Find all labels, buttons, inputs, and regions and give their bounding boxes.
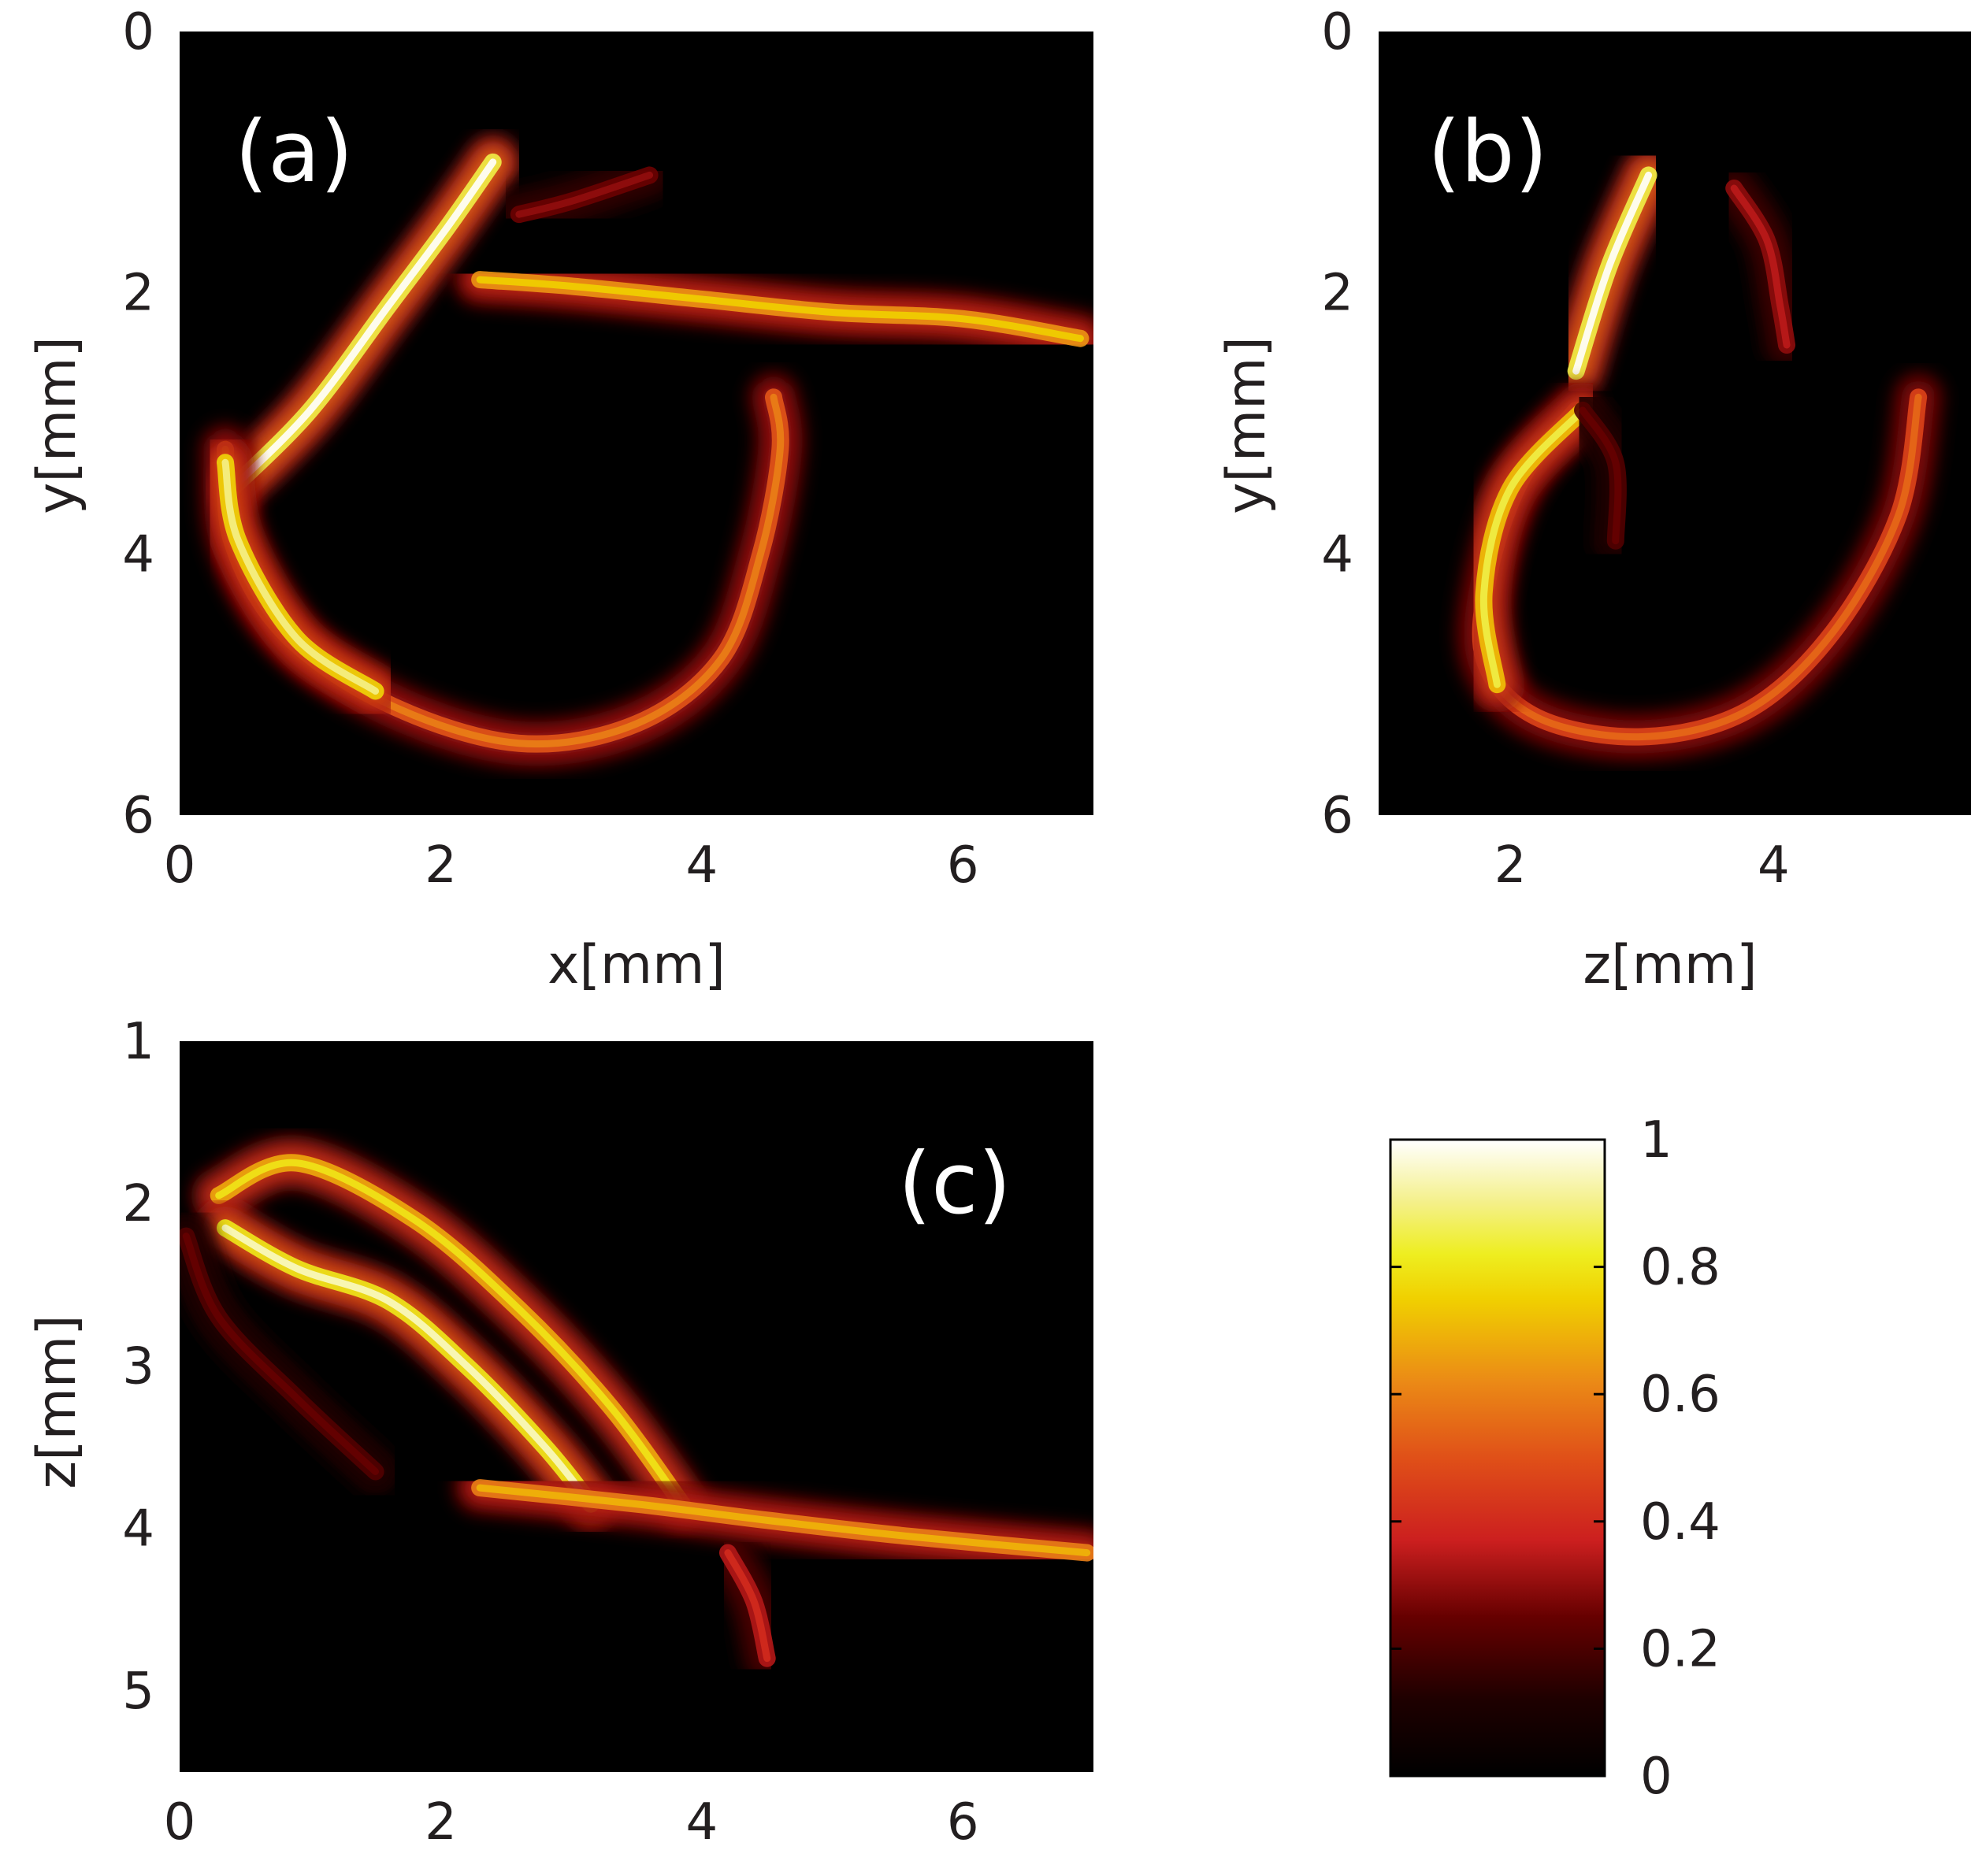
- colorbar-tick-label: 1: [1640, 1111, 1672, 1170]
- panel-b-ytick-label: 2: [1321, 265, 1353, 323]
- panel-a-structure-4: [491, 147, 677, 243]
- colorbar-tick-label: 0.8: [1640, 1239, 1721, 1297]
- panel-c-ylabel: z[mm]: [26, 1314, 88, 1489]
- panel-a-label: (a): [235, 103, 353, 202]
- panel-c-xtick-label: 6: [947, 1793, 979, 1852]
- colorbar-gradient: [1389, 1138, 1606, 1778]
- panel-b-xtick-label: 2: [1494, 836, 1527, 895]
- colorbar: 0 0.2 0.4 0.6 0.8 1: [1389, 1111, 1721, 1806]
- panel-c-structure-3: [180, 1208, 403, 1500]
- panel-c-structure-4: [700, 1525, 795, 1686]
- colorbar-tick-label: 0: [1640, 1748, 1672, 1806]
- panel-a-xtick-label: 4: [685, 836, 718, 895]
- panel-c: (c) 0 2 4 6 1 2 3 4 5 z[mm]: [26, 1013, 1093, 1852]
- panel-c-xtick-label: 4: [685, 1793, 718, 1852]
- panel-a-ytick-label: 0: [122, 3, 154, 61]
- panel-b-structure-0: [1548, 147, 1676, 399]
- panel-b-structure-4: [1555, 382, 1646, 569]
- panel-a-structure-2: [198, 435, 403, 719]
- panel-c-xtick-label: 2: [425, 1793, 457, 1852]
- panel-c-xtick-label: 0: [164, 1793, 196, 1852]
- panel-b-image: [1453, 147, 1947, 765]
- panel-b-label: (b): [1427, 103, 1548, 202]
- panel-a-xtick-label: 0: [164, 836, 196, 895]
- colorbar-ticks: 0 0.2 0.4 0.6 0.8 1: [1390, 1111, 1721, 1806]
- colorbar-tick-label: 0.6: [1640, 1366, 1721, 1424]
- panel-a-structure-3: [452, 252, 1093, 366]
- panel-b-xtick-label: 4: [1758, 836, 1790, 895]
- panel-c-image: [180, 1135, 1093, 1686]
- panel-b-ticks: 2 4 0 2 4 6: [1321, 3, 1789, 895]
- panel-a-image: [197, 134, 1093, 772]
- panel-b: (b) 2 4 0 2 4 6 z[mm] y[mm]: [1216, 3, 1971, 996]
- panel-c-label: (c): [898, 1135, 1012, 1233]
- panel-a-ytick-label: 2: [122, 265, 154, 323]
- panel-a-xtick-label: 6: [947, 836, 979, 895]
- panel-b-ylabel: y[mm]: [1216, 336, 1278, 514]
- panel-a-xtick-label: 2: [425, 836, 457, 895]
- panel-b-xlabel: z[mm]: [1583, 934, 1757, 996]
- panel-b-ytick-label: 6: [1321, 787, 1353, 845]
- panel-b-ytick-label: 4: [1321, 525, 1353, 584]
- panel-c-ytick-label: 1: [122, 1013, 154, 1071]
- colorbar-tick-label: 0.2: [1640, 1620, 1721, 1678]
- panel-b-structure-3: [1706, 161, 1815, 373]
- panel-a-ytick-label: 6: [122, 787, 154, 845]
- colorbar-tick-label: 0.4: [1640, 1493, 1721, 1552]
- panel-a-xlabel: x[mm]: [548, 934, 726, 996]
- panel-c-structure-2: [452, 1460, 1093, 1581]
- panel-b-ytick-label: 0: [1321, 3, 1353, 61]
- panel-c-ytick-label: 5: [122, 1663, 154, 1721]
- panel-a-ytick-label: 4: [122, 525, 154, 584]
- panel-c-structure-0: [191, 1135, 710, 1532]
- panel-a-ylabel: y[mm]: [26, 336, 88, 514]
- panel-c-ytick-label: 2: [122, 1175, 154, 1233]
- panel-c-ytick-label: 3: [122, 1337, 154, 1396]
- panel-a-structure-0: [204, 134, 521, 517]
- panel-b-structure-2: [1456, 382, 1611, 713]
- panel-c-structure-1: [198, 1200, 618, 1532]
- panel-c-ticks: 0 2 4 6 1 2 3 4 5: [122, 1013, 978, 1852]
- panel-c-ytick-label: 4: [122, 1500, 154, 1559]
